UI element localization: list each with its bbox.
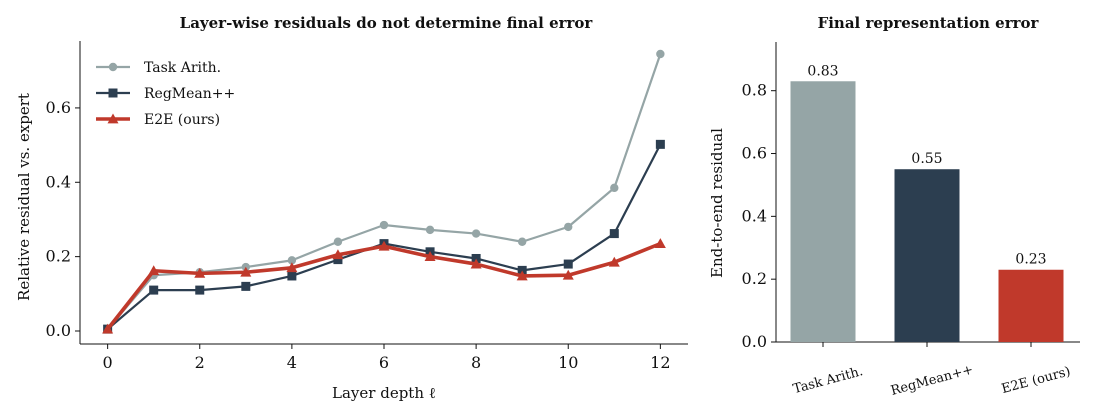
legend-marker-regmean [108,88,118,98]
bar-chart-plot-area: 0.0 0.2 0.4 0.6 0.8 0.83 Task Arith. 0.55 RegMea… [742,42,1080,399]
legend-marker-task-arith [108,62,118,72]
line-chart-y-tick-label: 0.4 [46,172,71,191]
line-chart-x-tick-label: 6 [379,353,389,372]
data-point-e2e-ours [148,265,160,276]
data-point-e2e-ours [562,269,574,280]
data-point-regmean [609,229,619,239]
bar-chart-y-tick-label: 0.0 [742,332,767,351]
data-point-regmean [287,271,297,281]
data-point-task-arith [333,237,343,246]
line-chart-x-tick-label: 0 [103,353,113,372]
line-chart-panel: Layer-wise residuals do not determine fi… [15,14,688,402]
line-chart-x-tick-label: 2 [195,353,205,372]
line-chart-x-tick-label: 4 [287,353,297,372]
bar-chart-panel: Final representation error 0.00.20.40.60… [708,14,1080,399]
data-point-e2e-ours [378,240,390,251]
legend-label-e2e-ours: E2E (ours) [144,112,220,128]
data-point-e2e-ours [470,258,482,269]
bar-regmean [894,169,960,342]
data-point-regmean [655,139,665,149]
data-point-regmean [471,253,481,263]
data-point-task-arith [517,237,527,246]
bar-chart-title: Final representation error [818,14,1040,32]
data-point-task-arith [287,256,297,265]
data-point-e2e-ours [654,238,666,249]
series-line-e2e-ours [106,241,662,331]
bar-e2e-ours [998,269,1064,342]
data-point-task-arith [471,229,481,238]
data-point-regmean [333,255,343,265]
bar-value-label-task-arith: 0.83 [807,63,838,79]
line-chart-x-tick-label: 8 [471,353,481,372]
bar-chart-y-tick-label: 0.6 [742,144,767,163]
data-point-regmean [563,259,573,269]
line-chart-legend: Task Arith. RegMean++ E2E (ours) [96,60,235,128]
data-point-e2e-ours [332,249,344,260]
data-point-task-arith [656,49,665,59]
series-line-regmean [106,143,662,330]
data-point-e2e-ours [194,267,206,278]
line-chart-title: Layer-wise residuals do not determine fi… [180,14,594,32]
bar-category-label-regmean: RegMean++ [889,362,975,398]
data-point-task-arith [425,225,435,235]
data-point-e2e-ours [286,262,298,273]
legend-marker-e2e-ours [107,113,119,124]
line-chart-y-tick-label: 0.6 [46,98,71,117]
data-point-e2e-ours [424,251,436,262]
bar-category-label-e2e-ours: E2E (ours) [1000,364,1072,397]
bar-chart-y-axis-label: End-to-end residual [708,128,726,278]
data-point-regmean [241,281,251,291]
data-point-e2e-ours [240,266,252,277]
data-point-task-arith [610,183,619,193]
data-point-task-arith [379,220,389,230]
bar-task-arith [790,81,856,342]
line-chart-x-tick-label: 10 [558,353,578,372]
bar-chart-y-tick-label: 0.8 [742,81,767,100]
data-point-e2e-ours [608,256,620,267]
bar-chart-y-tick-label: 0.4 [742,206,767,225]
data-point-e2e-ours [516,270,528,281]
data-point-regmean [149,285,159,295]
data-point-task-arith [564,222,573,232]
line-chart-x-axis-label: Layer depth ℓ [332,384,436,402]
line-chart-y-tick-label: 0.0 [46,321,71,340]
line-chart-y-tick-label: 0.2 [46,247,71,266]
line-chart-y-axis-label: Relative residual vs. expert [15,93,33,301]
data-point-e2e-ours [102,323,114,334]
bar-value-label-e2e-ours: 0.23 [1015,252,1046,268]
bar-value-label-regmean: 0.55 [911,151,942,167]
legend-label-regmean: RegMean++ [144,86,235,102]
bar-chart-y-tick-label: 0.2 [742,269,767,288]
data-point-regmean [517,265,527,275]
data-point-regmean [195,285,205,295]
line-chart-plot-area: 0 2 4 6 8 10 12 0.0 0.2 0.4 0.6 [46,41,688,372]
bar-category-label-task-arith: Task Arith. [792,364,865,397]
line-chart-x-tick-label: 12 [650,353,670,372]
legend-label-task-arith: Task Arith. [144,60,221,76]
